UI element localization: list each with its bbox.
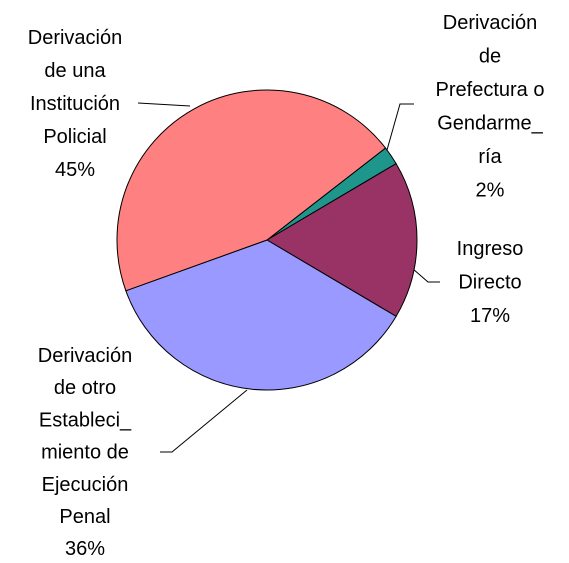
label-line: Directo [458,272,521,294]
label-line: Penal [59,506,110,528]
label-line: Ejecución [42,474,129,496]
leader-line [160,389,248,453]
label-line: Derivación [38,345,132,367]
slice-label: Ingreso Directo 17% [457,238,524,327]
value-label: 36% [65,538,105,560]
value-label: 45% [55,159,95,181]
slice-label: Derivación de Prefectura o Gendarme_ ría 2% [436,12,545,202]
slice-label: Derivación de otro Estableci_miento de Ejec… [38,345,132,560]
label-line: Gendarme_ [437,113,543,135]
pie-slice [125,239,397,391]
value-label: 17% [470,305,510,327]
slice-label: Derivación de una Institución Policial 45% [28,27,122,181]
label-line: Prefectura o [436,79,545,101]
pie-slice [266,162,418,318]
label-line: miento de [41,442,129,464]
label-line: Estableci_ [39,409,132,431]
label-line: de una [44,60,106,82]
label-line: Institución [30,93,120,115]
label-line: Derivación [443,12,537,34]
label-line: ría [478,146,502,168]
leader-line [137,102,191,107]
label-line: de otro [54,377,116,399]
pie-slice [116,89,387,292]
label-line: Policial [43,126,106,148]
label-line: Derivación [28,27,122,49]
value-label: 2% [476,180,505,202]
leader-line [386,103,414,151]
label-line: Ingreso [457,238,524,260]
label-line: de [479,46,501,68]
